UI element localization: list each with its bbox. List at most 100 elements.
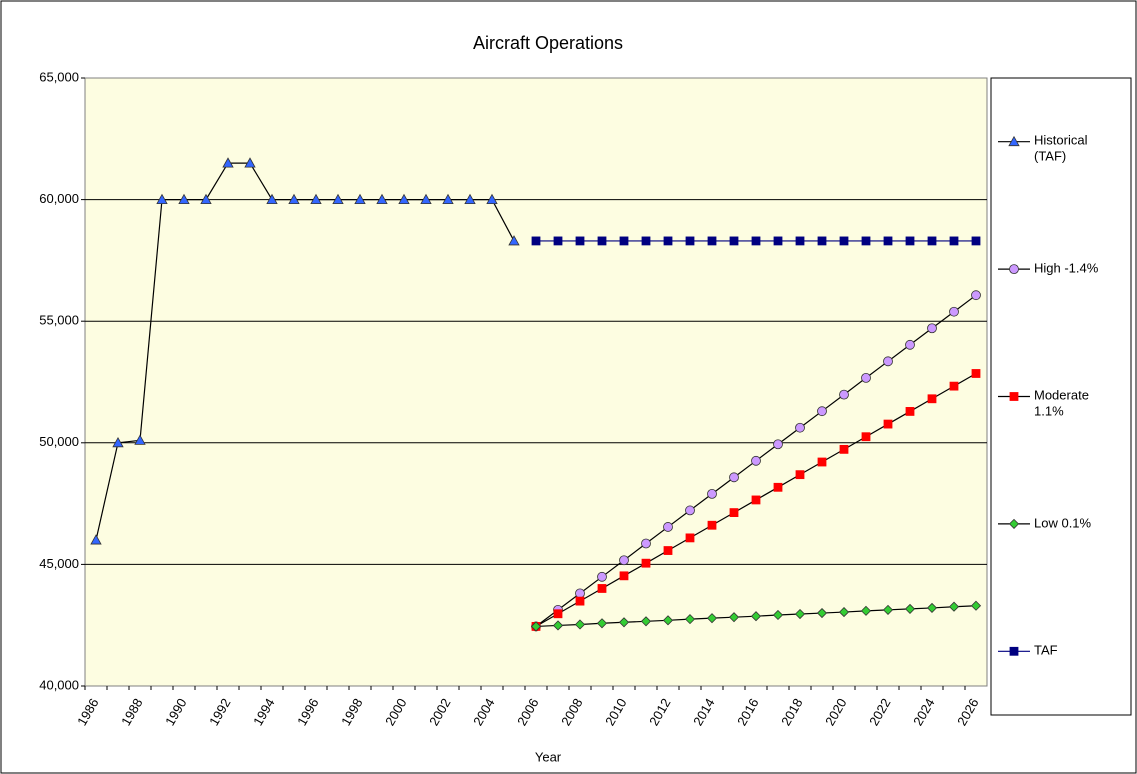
point (861, 236, 871, 246)
point (597, 236, 607, 246)
point (883, 236, 893, 246)
point (376, 193, 388, 205)
legend-label: Low 0.1% (1034, 515, 1092, 530)
point (927, 323, 937, 334)
point (553, 609, 563, 619)
point (751, 495, 761, 505)
y-tick-label: 60,000 (39, 191, 79, 206)
point (707, 520, 717, 530)
series-line (95, 162, 515, 541)
point (618, 617, 630, 628)
point (112, 436, 124, 448)
point (707, 488, 717, 499)
y-tick-label: 40,000 (39, 677, 79, 692)
point (531, 236, 541, 246)
point (905, 407, 915, 416)
point (266, 193, 278, 205)
point (750, 611, 762, 622)
point (926, 602, 938, 613)
y-tick-label: 55,000 (39, 313, 79, 328)
point (729, 472, 739, 483)
point (773, 236, 783, 246)
legend-label: TAF (1034, 643, 1058, 658)
legend-label: High -1.4% (1034, 261, 1099, 276)
legend-marker (1009, 264, 1019, 275)
point (178, 193, 190, 205)
point (839, 236, 849, 246)
point (575, 596, 585, 606)
point (288, 193, 300, 205)
legend-label-line: Historical (1034, 133, 1088, 148)
point (685, 533, 695, 543)
point (860, 605, 872, 616)
point (927, 236, 937, 246)
point (619, 236, 629, 246)
point (420, 193, 432, 205)
point (839, 389, 849, 400)
point (707, 236, 717, 246)
point (597, 571, 607, 582)
point (795, 470, 805, 480)
point (663, 546, 673, 555)
point (883, 419, 893, 429)
legend-marker (1008, 135, 1020, 147)
legend-label-line: Moderate (1034, 388, 1089, 403)
point (685, 236, 695, 246)
point (685, 505, 695, 516)
legend-label: Historical (TAF) (1034, 133, 1088, 164)
point (596, 618, 608, 629)
point (817, 457, 827, 467)
point (332, 193, 344, 205)
legend-label-line: (TAF) (1034, 149, 1066, 164)
point (597, 584, 607, 593)
point (905, 236, 915, 246)
chart-title: Aircraft Operations (473, 33, 623, 53)
point (553, 236, 563, 246)
point (883, 356, 893, 367)
point (927, 394, 937, 404)
point (464, 193, 476, 205)
point (795, 422, 805, 433)
point (662, 615, 674, 626)
point (728, 612, 740, 623)
point (882, 604, 894, 615)
point (530, 621, 542, 632)
point (200, 193, 212, 205)
point (641, 538, 651, 549)
point (619, 571, 629, 581)
point (838, 607, 850, 618)
point (729, 508, 739, 517)
point (773, 482, 783, 492)
point (90, 534, 102, 545)
point (971, 290, 981, 301)
point (905, 339, 915, 350)
point (817, 406, 827, 417)
point (575, 588, 585, 599)
point (663, 236, 673, 246)
point (222, 157, 234, 168)
point (971, 369, 981, 378)
point (949, 306, 959, 317)
point (861, 432, 871, 442)
point (773, 439, 783, 450)
legend-marker (1009, 646, 1019, 656)
y-tick-label: 50,000 (39, 434, 79, 449)
point (398, 193, 410, 205)
point (949, 381, 959, 391)
point (663, 522, 673, 532)
point (970, 600, 982, 611)
point (751, 236, 761, 246)
point (641, 236, 651, 246)
point (552, 620, 564, 631)
legend-marker (1008, 518, 1020, 529)
point (574, 619, 586, 630)
point (486, 193, 498, 205)
point (795, 236, 805, 246)
point (134, 434, 146, 445)
legend-label-line: 1.1% (1034, 404, 1064, 419)
point (640, 616, 652, 627)
point (442, 193, 454, 205)
point (508, 235, 520, 246)
plot-area (84, 77, 988, 687)
